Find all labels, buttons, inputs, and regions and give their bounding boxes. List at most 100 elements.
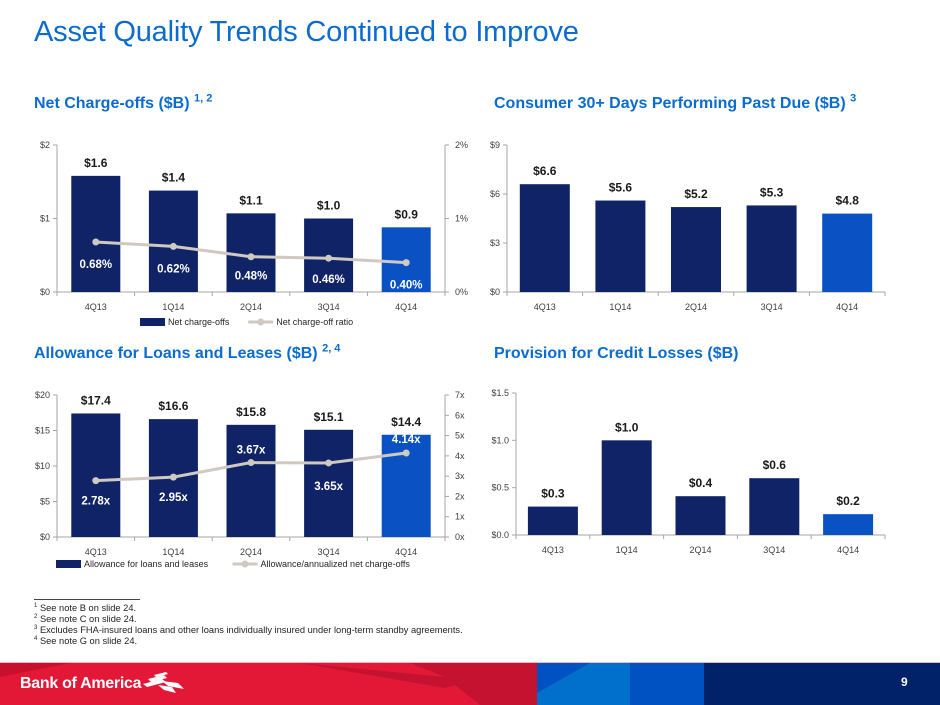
provision-chart: $0.0 $0.5 $1.0 $1.5 4Q13 1Q14 2Q14 3Q14 4Q14 $0.3… [491,388,886,555]
bar-value-label: $5.3 [760,185,784,199]
legend-swatch-marker [241,560,249,568]
x-axis-tick-label: 4Q14 [836,302,858,312]
left-axis-tick-label: $1 [40,214,50,224]
line-point [169,473,177,481]
footnote-1: 1 See note B on slide 24. [34,602,137,613]
right-axis-tick-label: 1% [455,214,468,224]
bar-4Q13 [519,184,570,292]
bar-value-label: $5.2 [684,187,708,201]
line-value-label: 2.78x [81,496,110,508]
right-axis-tick-label: 5x [455,431,465,441]
bar-1Q14 [148,190,198,292]
chart-legend: Net charge-offs Net charge-off ratio [140,317,353,327]
x-axis-tick-label: 1Q14 [162,547,184,557]
legend-label-bar: Allowance for loans and leases [84,559,209,569]
line-value-label: 0.62% [157,263,190,275]
bar-2Q14 [226,424,276,537]
bar-value-label: $1.0 [615,420,639,434]
allowance-chart: $0 $5 $10 $15 $20 4Q13 1Q14 2Q14 3Q14 4Q14 0x 1x 2x 3… [35,390,465,569]
x-axis-tick-label: 2Q14 [685,302,707,312]
line-point [402,259,410,267]
right-axis-tick-label: 0x [455,532,465,542]
x-axis-tick-label: 3Q14 [318,547,340,557]
right-axis-tick-label: 3x [455,471,465,481]
footer-bar: Bank of America 9 [0,663,940,705]
bar-4Q13 [71,175,121,292]
allowance-title-footnote-ref: 2, 4 [322,342,341,355]
line-value-label: 4.14x [392,434,421,446]
x-axis-tick-label: 4Q13 [85,547,107,557]
footer-divider [0,662,940,663]
line-point [92,238,100,246]
provision-title-text: Provision for Credit Losses ($B) [494,345,739,362]
bar-2Q14 [675,496,726,535]
allowance-panel-title: Allowance for Loans and Leases ($B) 2, 4 [34,342,341,363]
left-axis-tick-label: $1.0 [491,435,509,445]
bar-value-label: $1.1 [239,193,263,207]
footnote-2: 2 See note C on slide 24. [34,613,137,624]
line-value-label: 0.40% [390,280,423,292]
bar-value-label: $4.8 [836,194,860,208]
right-axis-tick-label: 2% [455,140,468,150]
footnotes: 1 See note B on slide 24. 2 See note C o… [34,599,463,647]
left-axis-tick-label: $0 [490,287,500,297]
bar-value-label: $0.9 [395,207,419,221]
x-axis-tick-label: 2Q14 [689,545,711,555]
past-due-title-text: Consumer 30+ Days Performing Past Due ($… [494,95,846,112]
page-number: 9 [901,675,908,689]
net-charge-offs-chart: $0 $1 $2 4Q13 1Q14 2Q14 3Q14 4Q14 0% 1% 2% $1.6 $1.4… [40,140,468,327]
line-point [169,242,177,250]
bar-1Q14 [595,200,646,292]
bar-2Q14 [671,207,721,292]
bar-2Q14 [226,213,276,292]
x-axis-tick-label: 1Q14 [609,302,631,312]
x-axis-tick-label: 3Q14 [763,545,785,555]
bar-value-label: $17.4 [81,393,111,407]
nco-title-text: Net Charge-offs ($B) [34,95,190,112]
left-axis-tick-label: $0.5 [491,483,509,493]
right-axis-tick-label: 2x [455,491,465,501]
right-axis-tick-label: 1x [455,512,465,522]
allowance-title-text: Allowance for Loans and Leases ($B) [34,345,318,362]
x-axis-tick-label: 4Q14 [395,302,417,312]
bar-value-label: $0.6 [763,458,787,472]
x-axis-tick-label: 4Q13 [85,302,107,312]
line-value-label: 0.48% [235,271,268,283]
past-due-panel-title: Consumer 30+ Days Performing Past Due ($… [494,92,857,113]
bar-3Q14 [304,429,354,537]
legend-label-line: Allowance/annualized net charge-offs [261,559,411,569]
line-value-label: 0.46% [312,274,345,286]
bar-value-label: $14.4 [391,415,421,429]
legend-swatch-marker [257,318,265,326]
x-axis-tick-label: 3Q14 [318,302,340,312]
line-value-label: 3.67x [237,445,266,457]
bar-3Q14 [746,205,797,292]
bar-1Q14 [601,440,652,535]
left-axis-tick-label: $9 [490,140,500,150]
line-value-label: 3.65x [314,481,343,493]
flagscape-icon [143,672,184,693]
line-value-label: 2.95x [159,492,188,504]
legend-swatch-bar [56,560,81,568]
left-axis-tick-label: $6 [490,189,500,199]
line-point [92,477,100,485]
bar-value-label: $0.4 [689,476,713,490]
x-axis-tick-label: 4Q13 [542,545,564,555]
bar-value-label: $0.2 [836,494,860,508]
bar-value-label: $16.6 [158,399,188,413]
legend-label-line: Net charge-off ratio [276,317,353,327]
line-value-label: 0.68% [79,259,112,271]
bar-value-label: $15.8 [236,405,266,419]
left-axis-tick-label: $1.5 [491,388,509,398]
left-axis-tick-label: $20 [35,390,50,400]
left-axis-tick-label: $0.0 [491,530,509,540]
x-axis-tick-label: 4Q13 [534,302,556,312]
bar-value-label: $5.6 [609,181,633,195]
left-axis-tick-label: $2 [40,140,50,150]
x-axis-tick-label: 3Q14 [761,302,783,312]
past-due-title-footnote-ref: 3 [850,92,857,105]
bar-4Q13 [71,413,121,537]
bar-value-label: $15.1 [314,410,344,424]
provision-panel-title: Provision for Credit Losses ($B) [494,345,739,363]
x-axis-tick-label: 4Q14 [837,545,859,555]
